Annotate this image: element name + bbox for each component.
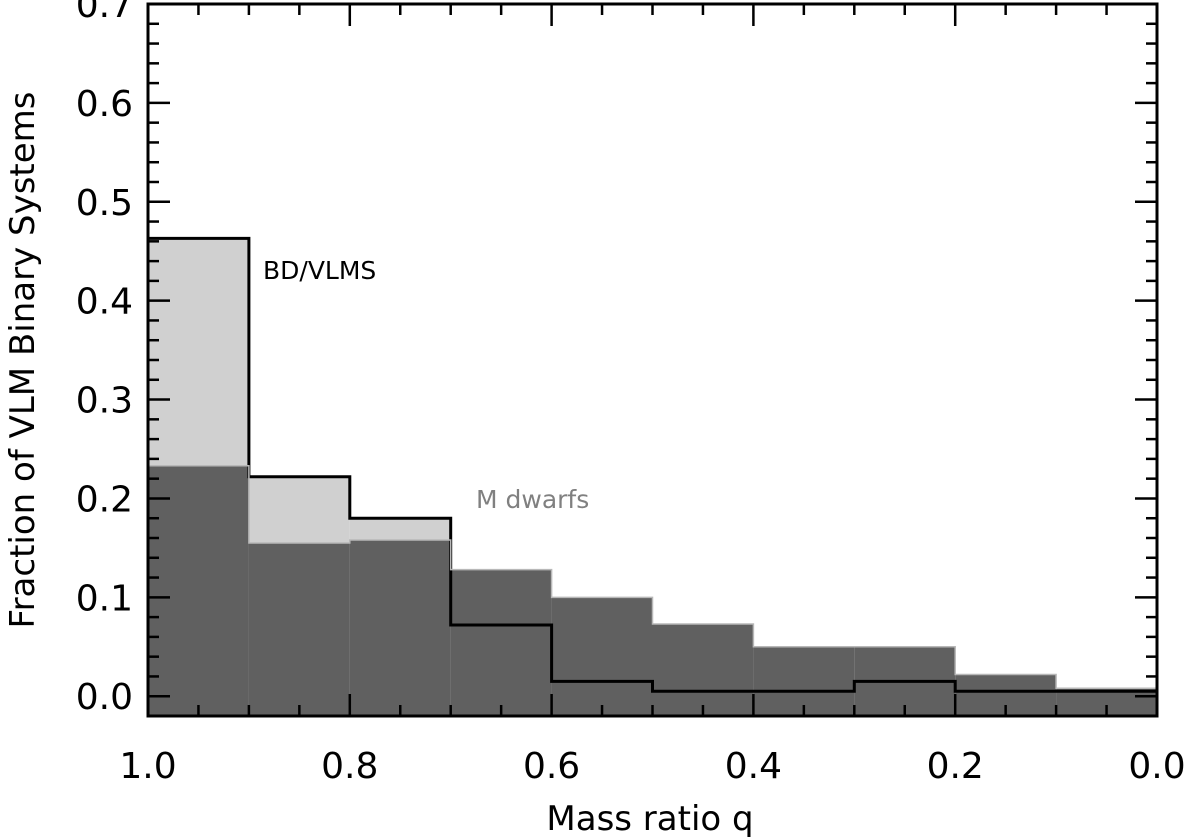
x-tick-label: 1.0 <box>119 746 176 787</box>
y-axis-title: Fraction of VLM Binary Systems <box>3 91 43 628</box>
axis-tick-labels: 1.0 0.8 0.6 0.4 0.2 0.0 0.0 0.1 0.2 0.3 0.4 0.5 0.6 0… <box>76 0 1185 787</box>
y-tick-label: 0.6 <box>76 84 133 125</box>
x-tick-label: 0.4 <box>725 746 782 787</box>
bd-vlms-annotation: BD/VLMS <box>263 256 376 285</box>
y-tick-label: 0.3 <box>76 381 133 422</box>
m-dwarfs-bar-5 <box>551 597 653 716</box>
x-tick-label: 0.8 <box>321 746 378 787</box>
y-tick-label: 0.4 <box>76 282 133 323</box>
m-dwarfs-bars <box>148 465 1157 716</box>
m-dwarfs-bar-6 <box>652 624 754 716</box>
y-tick-label: 0.1 <box>76 578 133 619</box>
m-dwarfs-bar-7 <box>753 646 855 716</box>
x-tick-label: 0.6 <box>523 746 580 787</box>
m-dwarfs-annotation: M dwarfs <box>476 485 589 514</box>
x-tick-label: 0.2 <box>927 746 984 787</box>
x-tick-label: 0.0 <box>1128 746 1185 787</box>
m-dwarfs-outline <box>147 465 1158 716</box>
y-tick-label: 0.7 <box>76 0 133 26</box>
m-dwarfs-bar-4 <box>450 569 552 716</box>
axis-ticks <box>146 2 1159 716</box>
bd-vlms-outline <box>146 236 1159 716</box>
y-tick-label: 0.0 <box>76 677 133 718</box>
m-dwarfs-bar-3 <box>349 539 451 716</box>
y-tick-label: 0.5 <box>76 183 133 224</box>
m-dwarfs-bar-1 <box>148 465 249 716</box>
x-axis-title: Mass ratio q <box>546 799 753 839</box>
m-dwarfs-bar-2 <box>248 542 350 716</box>
y-tick-label: 0.2 <box>76 479 133 520</box>
